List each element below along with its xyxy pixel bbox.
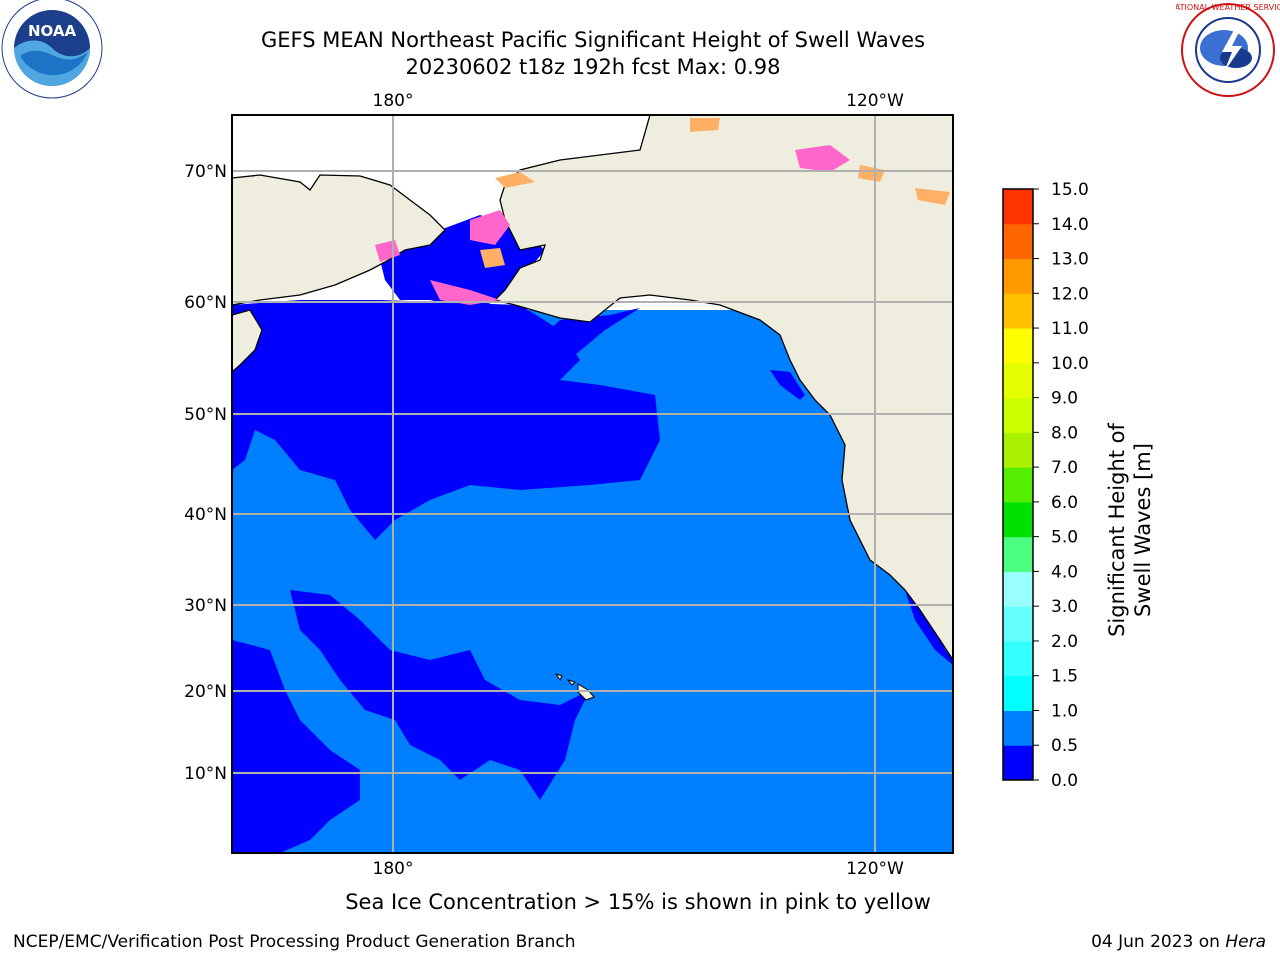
low-swell-region-coast — [770, 370, 953, 665]
land-north-america — [493, 115, 953, 662]
footer-organization: NCEP/EMC/Verification Post Processing Pr… — [13, 932, 576, 952]
colorbar-swatch — [1003, 397, 1033, 433]
footer-date: 04 Jun 2023 on Hera — [1091, 932, 1266, 952]
lat-label-50n: 50°N — [184, 405, 227, 425]
colorbar-tick-label: 5.0 — [1051, 528, 1078, 548]
colorbar-tick-label: 4.0 — [1051, 562, 1078, 582]
colorbar-swatch — [1003, 223, 1033, 260]
lon-label-top-120w: 120°W — [846, 91, 904, 111]
colorbar-tick-label: 14.0 — [1051, 215, 1089, 235]
colorbar-swatch — [1003, 467, 1033, 503]
footer-date-text: 04 Jun 2023 on — [1091, 932, 1220, 952]
colorbar-swatch — [1003, 189, 1033, 225]
chart-title: GEFS MEAN Northeast Pacific Significant … — [260, 28, 926, 52]
colorbar-tick-label: 0.5 — [1051, 736, 1078, 756]
colorbar-swatch — [1003, 571, 1033, 607]
lat-label-10n: 10°N — [184, 764, 227, 784]
low-swell-region-southwest — [232, 640, 360, 853]
land-kamchatka — [232, 309, 263, 373]
colorbar-swatch — [1003, 258, 1033, 294]
colorbar-tick-label: 0.0 — [1051, 771, 1078, 791]
lat-label-20n: 20°N — [184, 682, 227, 702]
colorbar-swatch — [1003, 675, 1033, 711]
colorbar-swatch — [1003, 328, 1033, 364]
colorbar-tick-label: 6.0 — [1051, 493, 1078, 513]
colorbar-swatch — [1003, 710, 1033, 746]
colorbar-tick-label: 3.0 — [1051, 597, 1078, 617]
lon-label-top-180: 180° — [373, 91, 414, 111]
colorbar-tick-label: 8.0 — [1051, 423, 1078, 443]
colorbar-swatch — [1003, 362, 1033, 399]
noaa-logo: NOAA — [1, 0, 103, 99]
colorbar-swatch — [1003, 606, 1033, 642]
colorbar: 0.0 0.5 1.0 1.5 2.0 3.0 4.0 5.0 6.0 7.0 8.0 9.0 10.0… — [1002, 180, 1089, 791]
colorbar-frame — [1002, 188, 1034, 781]
lat-label-60n: 60°N — [184, 293, 227, 313]
colorbar-swatch — [1003, 432, 1033, 468]
low-swell-region-gulf — [510, 308, 640, 385]
colorbar-label: Significant Height of Swell Waves [m] — [1105, 423, 1155, 637]
colorbar-tick-label: 10.0 — [1051, 354, 1089, 374]
sea-ice-note: Sea Ice Concentration > 15% is shown in … — [345, 890, 931, 914]
footer-machine: Hera — [1225, 932, 1266, 952]
lat-label-30n: 30°N — [184, 596, 227, 616]
colorbar-tick-label: 1.5 — [1051, 667, 1078, 687]
colorbar-tick-label: 1.0 — [1051, 701, 1078, 721]
map-frame — [231, 114, 954, 854]
colorbar-tick-label: 13.0 — [1051, 250, 1089, 270]
lat-label-40n: 40°N — [184, 505, 227, 525]
lat-label-70n: 70°N — [184, 162, 227, 182]
low-swell-region-central — [290, 590, 590, 800]
colorbar-tick-label: 7.0 — [1051, 458, 1078, 478]
nws-logo: NATIONAL WEATHER SERVICE — [1176, 3, 1280, 97]
land-siberia — [232, 174, 446, 306]
colorbar-tick-label: 11.0 — [1051, 319, 1089, 339]
lon-label-bottom-120w: 120°W — [846, 859, 904, 879]
svg-text:NATIONAL WEATHER SERVICE: NATIONAL WEATHER SERVICE — [1176, 3, 1280, 12]
colorbar-swatch — [1003, 293, 1033, 329]
colorbar-swatch — [1003, 745, 1033, 781]
colorbar-tick-label: 2.0 — [1051, 632, 1078, 652]
colorbar-swatch — [1003, 501, 1033, 538]
colorbar-swatch — [1003, 536, 1033, 572]
lon-label-bottom-180: 180° — [373, 859, 414, 879]
colorbar-tick-label: 12.0 — [1051, 284, 1089, 304]
svg-text:NOAA: NOAA — [28, 22, 77, 40]
map-graticule — [232, 115, 953, 853]
colorbar-swatch — [1003, 640, 1033, 677]
colorbar-tick-label: 15.0 — [1051, 180, 1089, 200]
chart-subtitle: 20230602 t18z 192h fcst Max: 0.98 — [405, 55, 781, 79]
colorbar-tick-label: 9.0 — [1051, 389, 1078, 409]
